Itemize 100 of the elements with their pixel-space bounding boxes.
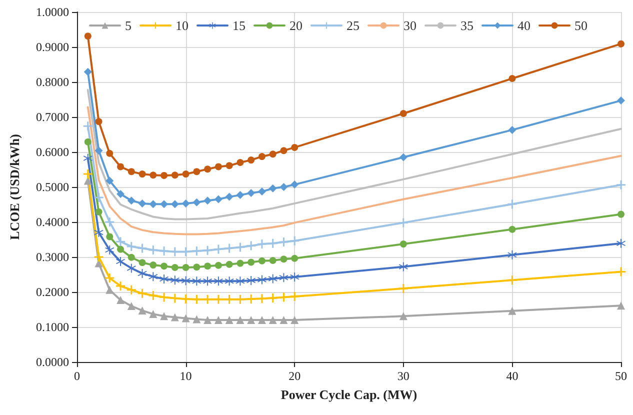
- x-tick-label: 10: [180, 369, 192, 383]
- point: [236, 242, 245, 252]
- point: [214, 294, 223, 304]
- point: [280, 183, 288, 191]
- point: [399, 153, 408, 162]
- legend-label: 30: [404, 18, 416, 33]
- point: [247, 316, 256, 324]
- line-series: [86, 89, 622, 220]
- point: [192, 315, 201, 324]
- point: [128, 168, 135, 176]
- point: [182, 199, 190, 208]
- point: [203, 294, 212, 304]
- point: [400, 240, 407, 248]
- point: [280, 256, 288, 263]
- point: [204, 262, 212, 270]
- point: [279, 292, 288, 302]
- point: [204, 316, 212, 324]
- point: [128, 254, 135, 261]
- point: [258, 188, 266, 196]
- point: [193, 168, 200, 176]
- point: [116, 296, 125, 304]
- point: [268, 184, 277, 192]
- point: [127, 302, 136, 310]
- legend-label: 10: [176, 18, 188, 33]
- point: [279, 273, 288, 282]
- point: [182, 170, 190, 178]
- legend-label: 50: [574, 18, 588, 33]
- point: [236, 191, 244, 200]
- point: [192, 294, 202, 304]
- point: [258, 153, 266, 160]
- point: [160, 200, 168, 208]
- point: [192, 276, 202, 286]
- point: [236, 294, 245, 304]
- legend-label: 20: [290, 18, 302, 33]
- point: [246, 294, 256, 304]
- point: [149, 310, 158, 318]
- point: [150, 262, 157, 269]
- line-series: [86, 106, 622, 236]
- point: [117, 163, 124, 170]
- y-tick-label: 0.2000: [36, 285, 69, 299]
- legend-label: 5: [125, 18, 132, 33]
- point: [280, 316, 288, 324]
- point: [150, 172, 157, 179]
- point: [279, 237, 288, 246]
- point: [236, 260, 244, 267]
- point: [398, 262, 408, 272]
- point: [508, 250, 517, 260]
- point: [225, 316, 234, 324]
- point: [203, 246, 212, 255]
- point: [138, 199, 146, 208]
- point: [269, 257, 276, 264]
- point: [95, 118, 102, 126]
- point: [138, 170, 146, 178]
- point: [170, 276, 180, 285]
- point: [171, 264, 178, 271]
- point: [617, 302, 625, 310]
- point: [138, 259, 146, 266]
- point: [116, 282, 126, 291]
- point: [106, 176, 114, 185]
- point: [84, 32, 92, 40]
- point: [268, 293, 278, 302]
- y-axis-title: LCOE (USD/kWh): [7, 134, 22, 240]
- point: [126, 285, 136, 294]
- point: [94, 146, 103, 155]
- point: [257, 240, 266, 249]
- point: [160, 274, 169, 284]
- point: [170, 200, 179, 208]
- point: [138, 306, 146, 315]
- point: [236, 159, 244, 166]
- point: [214, 244, 223, 254]
- point: [160, 262, 168, 270]
- point: [291, 144, 298, 151]
- point: [246, 276, 256, 285]
- point: [116, 237, 126, 246]
- point: [290, 316, 299, 324]
- point: [257, 294, 266, 304]
- point: [248, 156, 255, 164]
- point: [117, 246, 124, 253]
- point: [138, 244, 147, 253]
- point: [226, 260, 233, 268]
- point: [617, 96, 625, 105]
- point: [258, 316, 266, 324]
- point: [160, 172, 168, 179]
- point: [248, 258, 255, 266]
- point: [290, 180, 299, 189]
- y-tick-label: 0.0000: [36, 355, 69, 369]
- point: [204, 196, 212, 205]
- point: [291, 254, 298, 262]
- point: [246, 241, 256, 250]
- x-tick-label: 0: [74, 369, 80, 383]
- point: [127, 196, 136, 205]
- point: [182, 314, 190, 322]
- point: [398, 284, 408, 293]
- point: [203, 276, 212, 286]
- point: [247, 188, 256, 197]
- y-tick-label: 0.7000: [36, 110, 69, 124]
- point: [508, 226, 516, 233]
- point: [182, 264, 190, 271]
- point: [616, 267, 626, 276]
- point: [105, 218, 114, 226]
